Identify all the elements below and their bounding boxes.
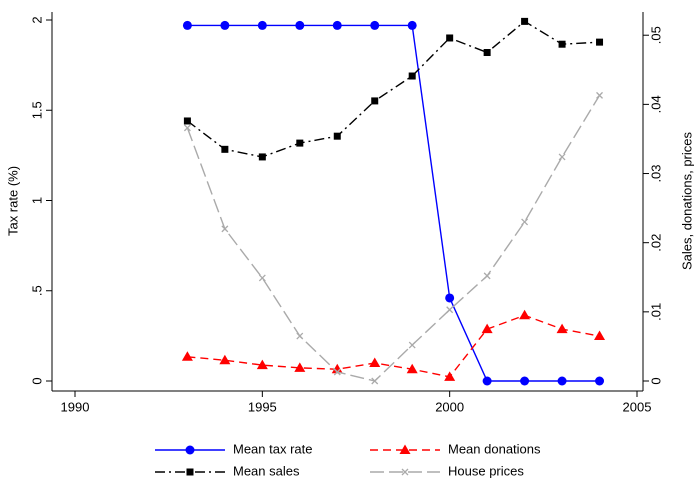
marker xyxy=(256,359,268,370)
series-line xyxy=(187,314,600,378)
marker xyxy=(331,363,343,374)
marker xyxy=(558,40,566,48)
marker xyxy=(295,20,305,30)
marker xyxy=(483,272,491,280)
marker xyxy=(596,91,603,99)
y-tick-label: 1 xyxy=(29,197,44,204)
marker xyxy=(444,371,456,381)
marker xyxy=(182,20,192,30)
legend-label: Mean tax rate xyxy=(233,441,313,456)
y2-axis-label: Sales, donations, prices xyxy=(679,131,694,270)
marker xyxy=(332,20,342,30)
legend-marker xyxy=(399,444,411,454)
y2-tick-label: .05 xyxy=(648,26,663,44)
marker xyxy=(483,49,491,57)
marker xyxy=(371,97,379,105)
x-tick-label: 2000 xyxy=(435,399,464,414)
x-tick-label: 1990 xyxy=(61,399,90,414)
marker xyxy=(183,124,191,132)
marker xyxy=(221,145,229,153)
legend: Mean tax rate Mean donations Mean sales Hou… xyxy=(155,441,541,478)
y-tick-label: 0 xyxy=(29,377,44,384)
series-line xyxy=(186,20,600,158)
y2-tick-label: .03 xyxy=(648,164,663,182)
y-tick-label: 2 xyxy=(29,16,44,23)
marker xyxy=(407,20,417,30)
marker xyxy=(257,20,267,30)
marker xyxy=(406,363,418,374)
marker xyxy=(219,354,231,365)
y2-tick-label: 0 xyxy=(648,377,663,384)
y-axis-label: Tax rate (%) xyxy=(5,166,20,236)
legend-label: House prices xyxy=(448,463,524,478)
marker xyxy=(520,376,530,386)
marker xyxy=(556,323,568,334)
marker xyxy=(445,293,455,303)
series-line xyxy=(187,24,600,382)
marker xyxy=(369,357,381,368)
marker xyxy=(594,330,606,341)
marker xyxy=(333,368,341,376)
legend-label: Mean donations xyxy=(448,441,541,456)
marker xyxy=(221,225,229,233)
legend-marker xyxy=(401,468,409,476)
legend-marker xyxy=(185,445,195,455)
y-tick-label: .5 xyxy=(29,285,44,296)
marker xyxy=(296,139,304,147)
marker xyxy=(408,341,416,349)
marker xyxy=(446,34,454,42)
marker xyxy=(371,377,379,385)
series-line xyxy=(186,95,601,382)
marker xyxy=(183,117,191,125)
y2-tick-label: .02 xyxy=(648,234,663,252)
marker xyxy=(294,362,306,372)
marker xyxy=(557,376,567,386)
x-tick-label: 1995 xyxy=(248,399,277,414)
marker xyxy=(220,20,230,30)
marker xyxy=(181,351,193,361)
y2-tick-label: .04 xyxy=(648,95,663,113)
marker xyxy=(258,274,266,282)
marker xyxy=(296,332,304,340)
marker xyxy=(595,376,605,386)
y-tick-label: 1.5 xyxy=(29,101,44,119)
marker xyxy=(596,38,604,46)
marker xyxy=(521,218,529,226)
marker xyxy=(521,17,529,25)
marker xyxy=(408,72,416,80)
legend-marker xyxy=(186,468,194,476)
marker xyxy=(482,376,492,386)
marker xyxy=(481,323,493,334)
marker xyxy=(258,153,266,161)
legend-label: Mean sales xyxy=(233,463,300,478)
x-tick-label: 2005 xyxy=(623,399,652,414)
y2-tick-label: .01 xyxy=(648,303,663,321)
marker xyxy=(446,306,454,314)
marker xyxy=(333,132,341,140)
marker xyxy=(558,153,566,161)
marker xyxy=(519,309,531,320)
marker xyxy=(370,20,380,30)
